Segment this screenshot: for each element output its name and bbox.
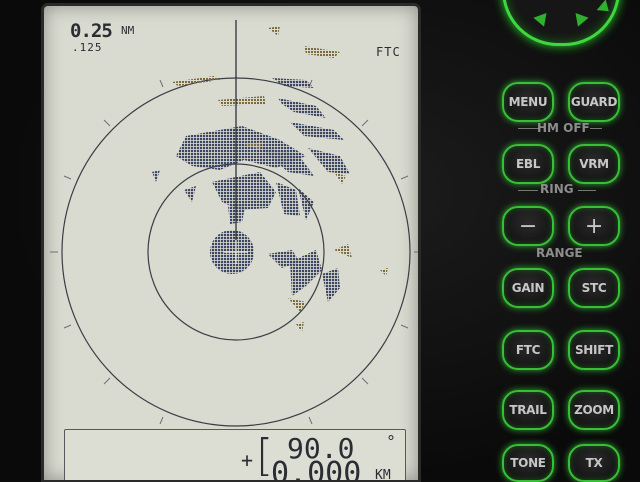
tone-button[interactable]: TONE	[502, 444, 554, 482]
bearing-unit: °	[387, 432, 395, 451]
cursor-distance: 0.000	[271, 456, 362, 480]
shift-button[interactable]: SHIFT	[568, 330, 620, 370]
gain-button[interactable]: GAIN	[502, 268, 554, 308]
vrm-button[interactable]: VRM	[568, 144, 620, 184]
range-label: RANGE	[536, 246, 583, 260]
range-ring-interval: .125	[72, 41, 103, 54]
tx-button[interactable]: TX	[568, 444, 620, 482]
hm-off-line-left	[518, 128, 540, 129]
radar-screen: 0.25 NM .125 FTC + [ 90.0 ° 0.000 KM	[44, 6, 418, 480]
range-plus-button[interactable]: +	[568, 206, 620, 246]
ring-line-left	[518, 190, 538, 191]
radar-scope	[50, 20, 418, 438]
ring-label: RING	[540, 182, 574, 196]
bracket-icon: [	[256, 430, 274, 480]
arrow-right-icon	[596, 0, 614, 17]
zoom-button[interactable]: ZOOM	[568, 390, 620, 430]
ring-line-right	[578, 190, 596, 191]
own-ship-marker	[224, 240, 248, 264]
range-value: 0.25	[70, 20, 113, 42]
cursor-bearing: 90.0	[287, 432, 355, 465]
arrow-down-right-icon	[571, 12, 589, 30]
range-minus-button[interactable]: −	[502, 206, 554, 246]
cursor-icon: +	[241, 448, 254, 472]
arrow-down-left-icon	[533, 12, 551, 30]
guard-button[interactable]: GUARD	[568, 82, 620, 122]
menu-button[interactable]: MENU	[502, 82, 554, 122]
stc-button[interactable]: STC	[568, 268, 620, 308]
radar-echoes	[152, 26, 388, 332]
ftc-indicator: FTC	[376, 45, 401, 59]
hm-off-line-right	[590, 128, 602, 129]
range-unit: NM	[121, 24, 135, 37]
hm-off-label: HM OFF	[537, 121, 590, 135]
trail-button[interactable]: TRAIL	[502, 390, 554, 430]
cursor-readout: + [ 90.0 ° 0.000 KM	[64, 429, 406, 480]
ebl-button[interactable]: EBL	[502, 144, 554, 184]
bearing-scale	[50, 66, 418, 438]
ftc-button[interactable]: FTC	[502, 330, 554, 370]
distance-unit: KM	[375, 468, 391, 480]
